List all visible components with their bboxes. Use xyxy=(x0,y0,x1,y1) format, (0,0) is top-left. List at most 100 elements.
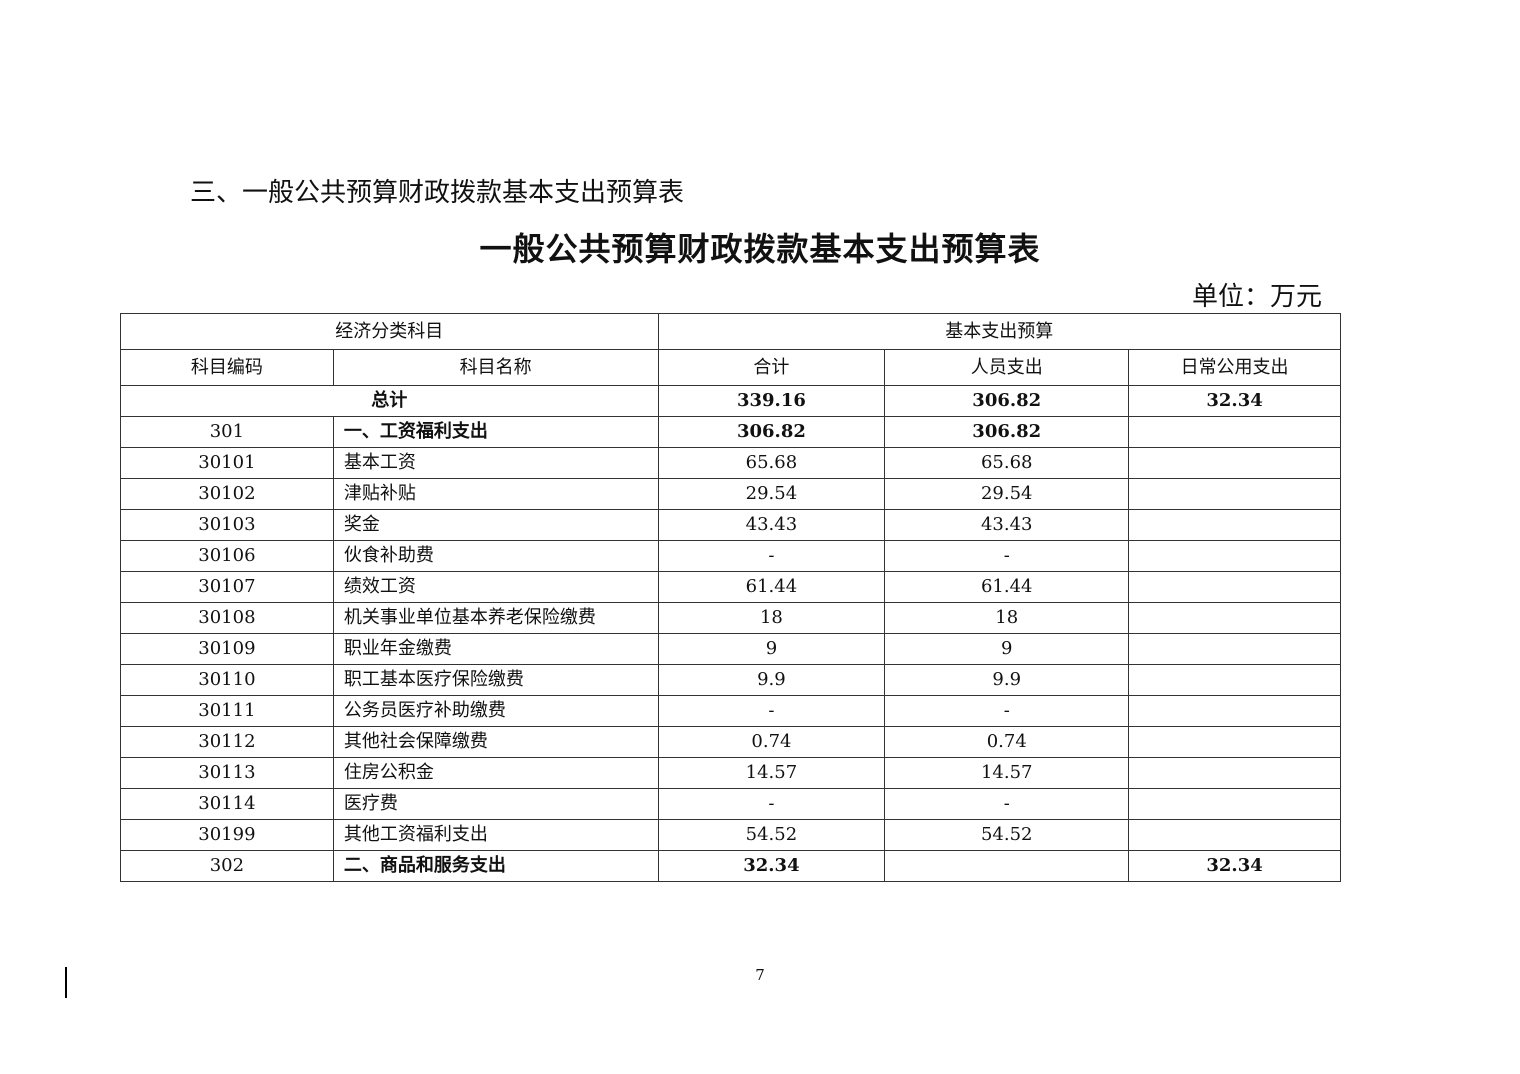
table-row: 30106 伙食补助费 - - xyxy=(120,540,1341,572)
public-cell xyxy=(1128,633,1341,665)
table-row: 30108 机关事业单位基本养老保险缴费 18 18 xyxy=(120,602,1341,634)
total-cell: 32.34 xyxy=(657,850,886,882)
group-header-row: 经济分类科目 基本支出预算 xyxy=(120,313,1342,350)
name-cell: 其他工资福利支出 xyxy=(332,819,659,851)
column-header: 合计 xyxy=(657,349,886,386)
personnel-cell: 43.43 xyxy=(884,509,1130,541)
personnel-cell: 0.74 xyxy=(884,726,1130,758)
name-cell: 住房公积金 xyxy=(332,757,659,789)
table-row: 30111 公务员医疗补助缴费 - - xyxy=(120,695,1341,727)
public-cell xyxy=(1128,695,1341,727)
table-row: 30110 职工基本医疗保险缴费 9.9 9.9 xyxy=(120,664,1341,696)
section-heading: 三、一般公共预算财政拨款基本支出预算表 xyxy=(190,178,685,208)
public-cell xyxy=(1128,478,1341,510)
personnel-cell: 61.44 xyxy=(884,571,1130,603)
code-cell: 30199 xyxy=(120,819,334,851)
total-public-cell: 32.34 xyxy=(1128,385,1341,417)
code-cell: 30103 xyxy=(120,509,334,541)
total-cell: 306.82 xyxy=(657,416,886,448)
total-cell: 43.43 xyxy=(657,509,886,541)
table-row: 30103 奖金 43.43 43.43 xyxy=(120,509,1341,541)
total-cell: 54.52 xyxy=(657,819,886,851)
personnel-cell: - xyxy=(884,788,1130,820)
unit-label: 单位：万元 xyxy=(1191,282,1322,312)
public-cell xyxy=(1128,540,1341,572)
code-cell: 30109 xyxy=(120,633,334,665)
personnel-cell: 65.68 xyxy=(884,447,1130,479)
total-cell: 18 xyxy=(657,602,886,634)
table-row: 301 一、工资福利支出 306.82 306.82 xyxy=(120,416,1341,448)
table-row: 30112 其他社会保障缴费 0.74 0.74 xyxy=(120,726,1341,758)
column-header: 科目名称 xyxy=(332,349,659,386)
public-cell xyxy=(1128,788,1341,820)
code-cell: 30113 xyxy=(120,757,334,789)
page-number: 7 xyxy=(755,966,765,984)
name-cell: 医疗费 xyxy=(332,788,659,820)
personnel-cell xyxy=(884,850,1130,882)
personnel-cell: 306.82 xyxy=(884,416,1130,448)
personnel-cell: 54.52 xyxy=(884,819,1130,851)
public-cell xyxy=(1128,571,1341,603)
personnel-cell: 18 xyxy=(884,602,1130,634)
group-header-economic: 经济分类科目 xyxy=(120,313,659,350)
table-row: 30113 住房公积金 14.57 14.57 xyxy=(120,757,1341,789)
name-cell: 基本工资 xyxy=(332,447,659,479)
name-cell: 伙食补助费 xyxy=(332,540,659,572)
public-cell xyxy=(1128,726,1341,758)
code-cell: 30114 xyxy=(120,788,334,820)
name-cell: 机关事业单位基本养老保险缴费 xyxy=(332,602,659,634)
public-cell xyxy=(1128,447,1341,479)
total-cell: - xyxy=(657,540,886,572)
name-cell: 职工基本医疗保险缴费 xyxy=(332,664,659,696)
total-cell: 65.68 xyxy=(657,447,886,479)
public-cell xyxy=(1128,664,1341,696)
name-cell: 职业年金缴费 xyxy=(332,633,659,665)
public-cell xyxy=(1128,509,1341,541)
public-cell xyxy=(1128,819,1341,851)
name-cell: 二、商品和服务支出 xyxy=(332,850,659,882)
margin-line xyxy=(65,967,67,998)
total-cell: 339.16 xyxy=(657,385,886,417)
name-cell: 其他社会保障缴费 xyxy=(332,726,659,758)
code-cell: 30110 xyxy=(120,664,334,696)
code-cell: 30112 xyxy=(120,726,334,758)
total-row: 总计 339.16 306.82 32.34 xyxy=(120,385,1341,417)
code-cell: 30101 xyxy=(120,447,334,479)
code-cell: 30107 xyxy=(120,571,334,603)
public-cell: 32.34 xyxy=(1128,850,1341,882)
table-row: 302 二、商品和服务支出 32.34 32.34 xyxy=(120,850,1341,882)
table-row: 30114 医疗费 - - xyxy=(120,788,1341,820)
code-cell: 30108 xyxy=(120,602,334,634)
name-cell: 公务员医疗补助缴费 xyxy=(332,695,659,727)
total-cell: 61.44 xyxy=(657,571,886,603)
total-personnel-cell: 306.82 xyxy=(884,385,1130,417)
total-cell: 29.54 xyxy=(657,478,886,510)
personnel-cell: 9 xyxy=(884,633,1130,665)
column-header: 科目编码 xyxy=(120,349,334,386)
code-cell: 30111 xyxy=(120,695,334,727)
code-cell: 301 xyxy=(120,416,334,448)
personnel-cell: - xyxy=(884,695,1130,727)
total-cell: 14.57 xyxy=(657,757,886,789)
table-row: 30107 绩效工资 61.44 61.44 xyxy=(120,571,1341,603)
table-row: 30109 职业年金缴费 9 9 xyxy=(120,633,1341,665)
personnel-cell: 14.57 xyxy=(884,757,1130,789)
name-cell: 一、工资福利支出 xyxy=(332,416,659,448)
column-header-row: 科目编码 科目名称 合计 人员支出 日常公用支出 xyxy=(120,349,1341,386)
budget-table: 经济分类科目 基本支出预算 科目编码 科目名称 合计 人员支出 日常公用支出 总… xyxy=(120,313,1342,882)
public-cell xyxy=(1128,602,1341,634)
total-cell: 0.74 xyxy=(657,726,886,758)
personnel-cell: 9.9 xyxy=(884,664,1130,696)
table-row: 30199 其他工资福利支出 54.52 54.52 xyxy=(120,819,1341,851)
public-cell xyxy=(1128,416,1341,448)
name-cell: 津贴补贴 xyxy=(332,478,659,510)
table-row: 30101 基本工资 65.68 65.68 xyxy=(120,447,1341,479)
public-cell xyxy=(1128,757,1341,789)
total-cell: 9 xyxy=(657,633,886,665)
total-cell: - xyxy=(657,695,886,727)
total-label: 总计 xyxy=(120,385,659,417)
total-cell: 9.9 xyxy=(657,664,886,696)
column-header: 人员支出 xyxy=(884,349,1130,386)
table-title: 一般公共预算财政拨款基本支出预算表 xyxy=(479,230,1041,268)
code-cell: 302 xyxy=(120,850,334,882)
